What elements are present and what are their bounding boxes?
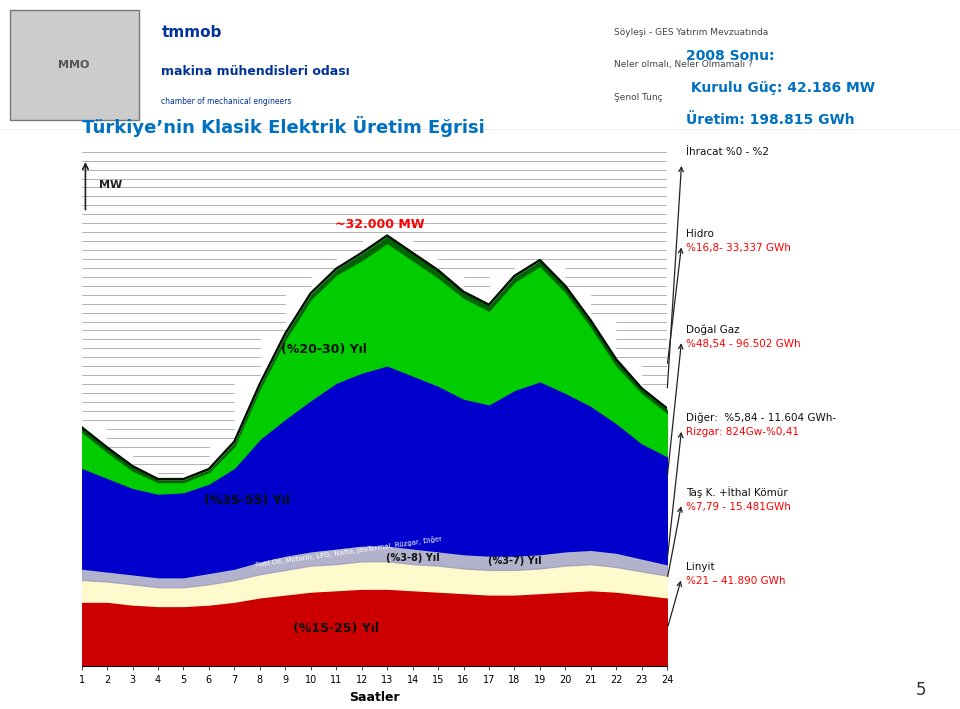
Text: makina mühendisleri odası: makina mühendisleri odası (161, 65, 350, 78)
Text: (%35-55) Yıl: (%35-55) Yıl (204, 493, 290, 506)
Text: (%20-30) Yıl: (%20-30) Yıl (280, 343, 367, 356)
Text: %21 – 41.890 GWh: %21 – 41.890 GWh (686, 576, 786, 586)
Text: 2008 Sonu:: 2008 Sonu: (686, 49, 775, 63)
FancyBboxPatch shape (10, 11, 139, 120)
Text: Kurulu Güç: 42.186 MW: Kurulu Güç: 42.186 MW (686, 81, 876, 95)
Text: Neler olmalı, Neler Olmamalı ?: Neler olmalı, Neler Olmamalı ? (614, 60, 754, 69)
Text: (%15-25) Yıl: (%15-25) Yıl (293, 622, 379, 635)
X-axis label: Saatler: Saatler (349, 691, 399, 704)
Text: Diğer:  %5,84 - 11.604 GWh-: Diğer: %5,84 - 11.604 GWh- (686, 413, 836, 423)
Text: İhracat %0 - %2: İhracat %0 - %2 (686, 147, 769, 157)
Text: Linyit: Linyit (686, 562, 715, 572)
Text: Söyleşi - GES Yatırım Mevzuatında: Söyleşi - GES Yatırım Mevzuatında (614, 28, 769, 37)
Text: Doğal Gaz: Doğal Gaz (686, 324, 740, 335)
Text: tmmob: tmmob (161, 25, 222, 40)
Text: 5: 5 (916, 681, 926, 699)
Text: %7,79 - 15.481GWh: %7,79 - 15.481GWh (686, 502, 791, 512)
Text: Rizgar: 824Gw-%0,41: Rizgar: 824Gw-%0,41 (686, 428, 800, 437)
Text: chamber of mechanical engineers: chamber of mechanical engineers (161, 97, 292, 106)
Text: Fuel Oil, Motorin, LPG, Nafta, JeoTermal, Rüzgar, Diğer: Fuel Oil, Motorin, LPG, Nafta, JeoTermal… (255, 535, 443, 568)
Text: %48,54 - 96.502 GWh: %48,54 - 96.502 GWh (686, 339, 801, 349)
Text: (%3-7) Yıl: (%3-7) Yıl (488, 556, 541, 566)
Text: %16,8- 33,337 GWh: %16,8- 33,337 GWh (686, 243, 791, 253)
Text: ~32.000 MW: ~32.000 MW (335, 218, 424, 231)
Text: (%3-8) Yıl: (%3-8) Yıl (386, 554, 440, 564)
Text: MMO: MMO (59, 60, 89, 70)
Text: Taş K. +İthal Kömür: Taş K. +İthal Kömür (686, 486, 788, 498)
Text: MW: MW (100, 180, 123, 190)
Text: Üretim: 198.815 GWh: Üretim: 198.815 GWh (686, 113, 855, 127)
Text: Türkiye’nin Klasik Elektrik Üretim Eğrisi: Türkiye’nin Klasik Elektrik Üretim Eğris… (82, 116, 485, 137)
Text: Hidro: Hidro (686, 229, 714, 239)
Text: Şenol Tunç: Şenol Tunç (614, 93, 663, 102)
